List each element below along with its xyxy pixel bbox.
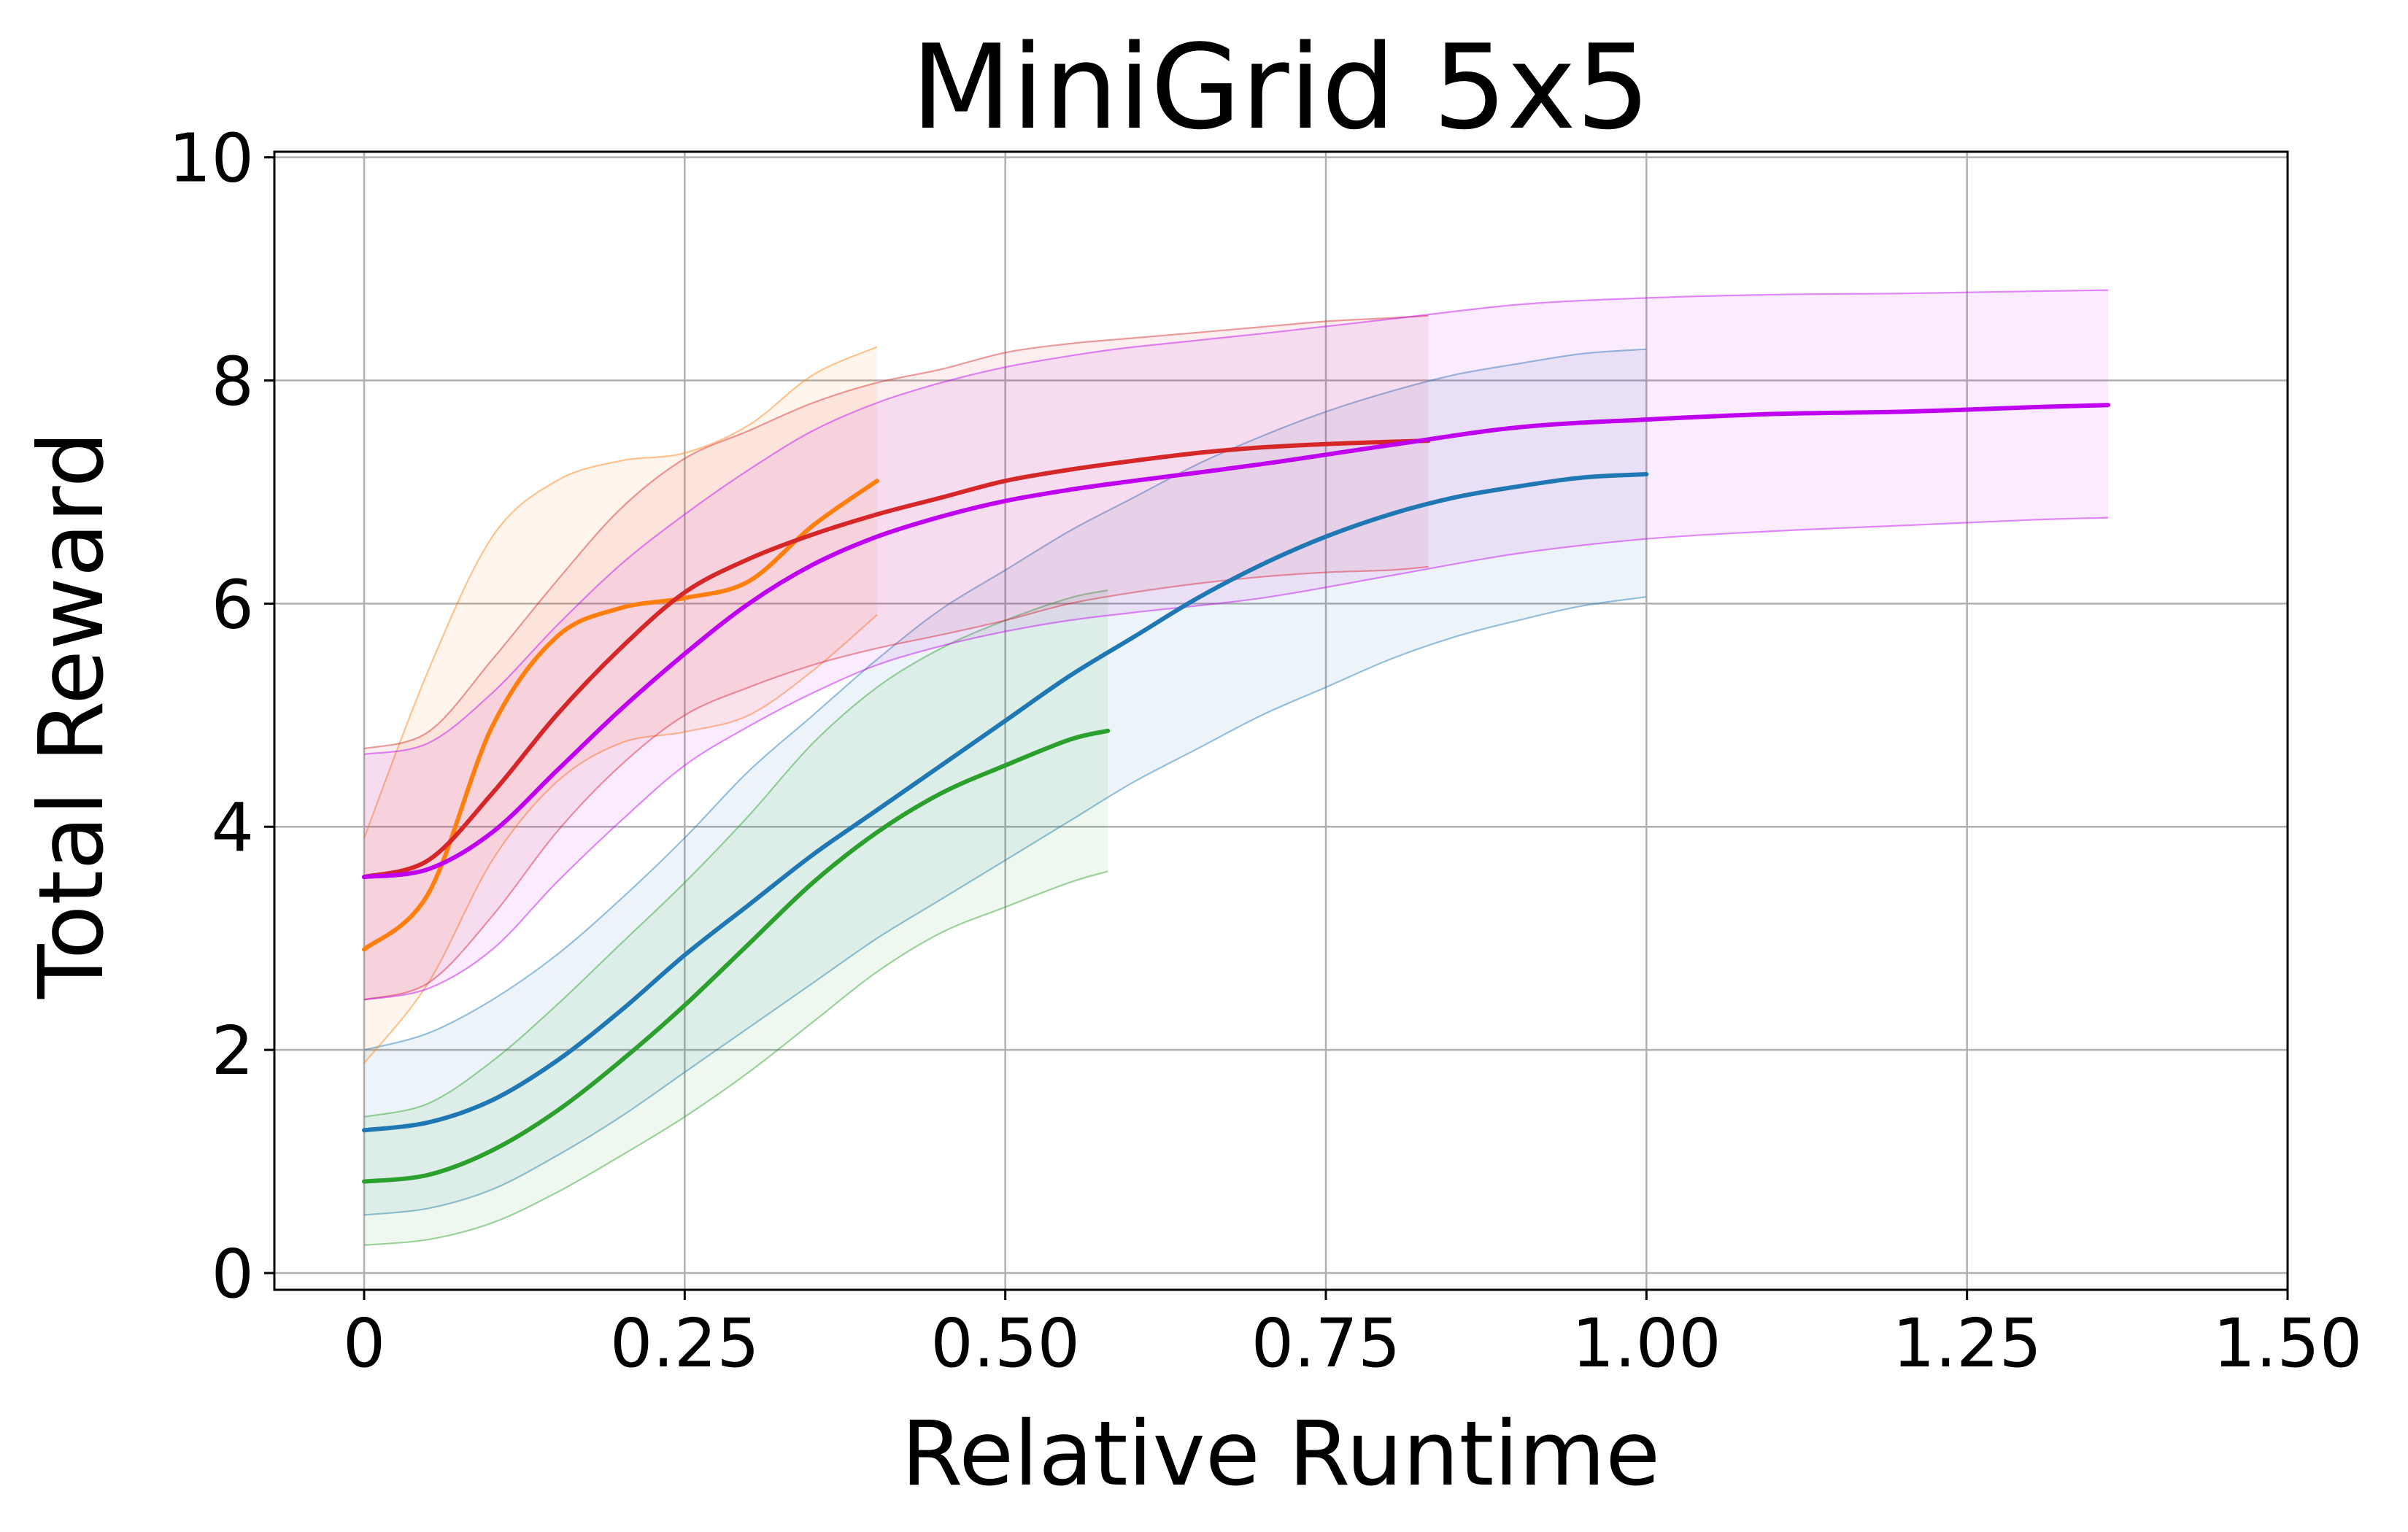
x-tick-label: 0.25 [610, 1304, 760, 1382]
series-4-line [362, 438, 1431, 880]
series-2-band-lower [363, 870, 1108, 1246]
series-4-band-lower [363, 565, 1429, 1001]
y-axis-label: Total Reward [20, 431, 123, 999]
series-2-band-upper [363, 589, 1108, 1118]
chart-title: MiniGrid 5x5 [911, 19, 1650, 155]
y-tick-label: 10 [169, 120, 254, 198]
series-1-band-lower [363, 596, 1647, 1216]
series-2-line [362, 728, 1111, 1184]
series-4-band-upper [363, 314, 1429, 750]
x-tick-label: 0.50 [930, 1304, 1080, 1382]
axis-ticks: 0 0.25 0.50 0.75 1.00 1.25 1.50 0 2 4 6 8 10 [169, 120, 2363, 1382]
x-tick-label: 1.00 [1572, 1304, 1721, 1382]
series-1-band-upper [363, 348, 1647, 1051]
y-tick-label: 0 [211, 1235, 254, 1313]
x-tick-label: 0 [343, 1304, 386, 1382]
series-5-band [364, 290, 2108, 1000]
x-tick-label: 0.75 [1251, 1304, 1401, 1382]
series-4-band [364, 315, 1429, 1000]
x-axis-label: Relative Runtime [901, 1402, 1660, 1506]
x-tick-label: 1.50 [2213, 1304, 2363, 1382]
series-3-band-lower [363, 614, 878, 1064]
series-5-line [362, 403, 2110, 880]
series-3-band-upper [363, 346, 878, 838]
y-tick-label: 2 [211, 1012, 254, 1090]
grid [274, 152, 2289, 1290]
y-tick-label: 4 [211, 789, 254, 867]
series-1-band [364, 349, 1647, 1215]
y-tick-label: 8 [211, 343, 254, 421]
series-2-band [364, 590, 1108, 1245]
series-3-band [364, 347, 877, 1064]
series-1-line [362, 472, 1649, 1133]
y-tick-label: 6 [211, 565, 254, 643]
series-5-band-upper [363, 289, 2109, 755]
series-lines [362, 403, 2110, 1184]
x-tick-label: 1.25 [1892, 1304, 2042, 1382]
series-5-band-lower [363, 517, 2109, 1001]
confidence-bands [363, 289, 2109, 1246]
plot-frame [273, 150, 2289, 1291]
